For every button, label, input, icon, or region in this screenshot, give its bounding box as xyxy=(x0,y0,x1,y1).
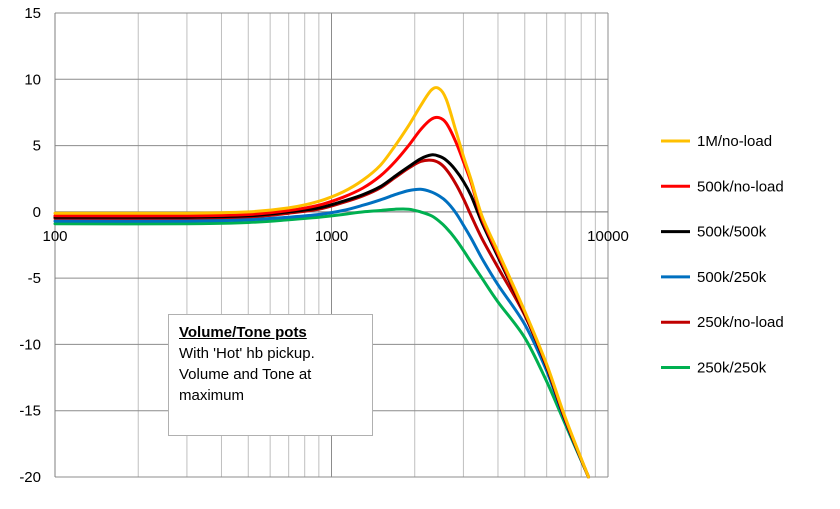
series-line-250k-250k xyxy=(53,207,590,479)
legend-label: 500k/500k xyxy=(697,224,767,241)
y-tick-label: 15 xyxy=(24,5,41,22)
legend-label: 500k/no-load xyxy=(697,178,784,195)
y-tick-label: 0 xyxy=(33,204,41,221)
legend-label: 250k/250k xyxy=(697,360,767,377)
x-tick-label: 10000 xyxy=(587,228,629,245)
y-tick-label: 10 xyxy=(24,71,41,88)
y-tick-label: 5 xyxy=(33,138,41,155)
annotation-box: Volume/Tone pots With 'Hot' hb pickup. V… xyxy=(168,314,373,436)
legend-label: 1M/no-load xyxy=(697,133,772,150)
y-tick-label: -5 xyxy=(28,270,41,287)
chart-legend: 1M/no-load 500k/no-load 500k/500k 500k/250k… xyxy=(661,133,784,377)
x-tick-label: 1000 xyxy=(315,228,348,245)
legend-label: 250k/no-load xyxy=(697,314,784,331)
annotation-text: With 'Hot' hb pickup. Volume and Tone at… xyxy=(179,345,315,404)
annotation-title: Volume/Tone pots xyxy=(179,324,307,341)
y-tick-label: -10 xyxy=(19,336,41,353)
chart-series xyxy=(53,86,590,479)
series-line-1m-no-load xyxy=(53,86,590,479)
series-line-500k-250k xyxy=(53,187,590,479)
legend-label: 500k/250k xyxy=(697,269,767,286)
chart-tick-labels: 15 10 5 0 -5 -10 -15 -20 100 1000 10000 xyxy=(19,5,629,486)
y-tick-label: -20 xyxy=(19,469,41,486)
x-tick-label: 100 xyxy=(42,228,67,245)
y-tick-label: -15 xyxy=(19,403,41,420)
